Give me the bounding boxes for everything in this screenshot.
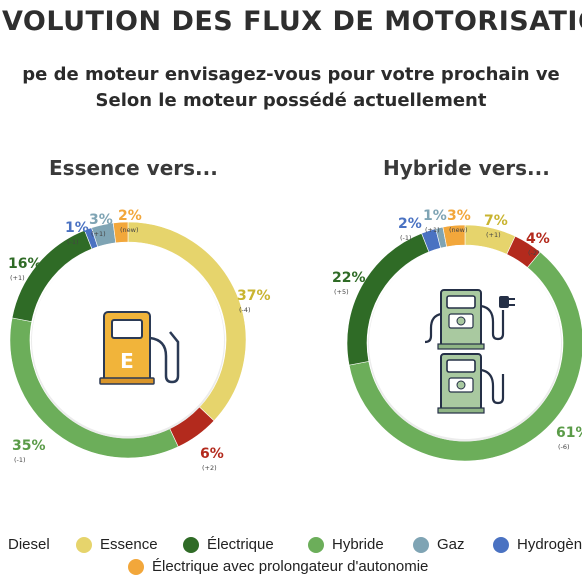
data-label-gaz: 1% (423, 208, 447, 224)
fuel-pump-letter: E (120, 349, 134, 373)
page-title-text: VOLUTION DES FLUX DE MOTORISATIO (2, 6, 582, 37)
change-label-hydrogene: (-1) (400, 234, 412, 242)
legend-item-essence: Essence (76, 536, 158, 553)
legend-swatch-hydrogene (493, 536, 509, 553)
legend-label-hydrogene: Hydrogène (517, 536, 582, 553)
legend-label-electrique: Électrique (207, 536, 274, 553)
data-label-essence-decroissance: 6% (200, 446, 224, 462)
legend-label-essence: Essence (100, 536, 158, 553)
legend-item-diesel: Diesel (8, 536, 50, 553)
change-label-hybride: (-1) (14, 456, 26, 464)
change-label-hydrogene: (-1) (67, 238, 79, 246)
data-label-electrique-avec-prolongateur-d-autonomie: 2% (118, 208, 142, 224)
subtitle-line-1: pe de moteur envisagez-vous pour votre p… (22, 64, 560, 85)
data-label-electrique-avec-prolongateur-d-autonomie: 3% (447, 208, 471, 224)
change-label-essence-decroissance: (+2) (202, 464, 217, 472)
legend-swatch-electrique (183, 536, 199, 553)
change-label-essence: (-4) (239, 306, 251, 314)
data-label-gaz: 3% (89, 212, 113, 228)
legend-item-hybride: Hybride (308, 536, 384, 553)
change-label-gaz: (+1) (91, 230, 106, 238)
slice-electrique-avec-prolongateur-d-autonomie (442, 224, 466, 248)
legend-item-electrique: Électrique (183, 536, 274, 553)
legend-label-diesel: Diesel (8, 536, 50, 553)
legend-swatch-gaz (413, 536, 429, 553)
change-label-electrique-avec-prolongateur-d-autonomie: (new) (120, 226, 139, 234)
hybrid-pump-icon (437, 353, 505, 414)
data-label-hydrogene: 1% (65, 220, 89, 236)
change-label-gaz: (+1) (425, 226, 440, 234)
legend-swatch-essence (76, 536, 92, 553)
data-label-electrique: 22% (332, 270, 366, 286)
change-label-hybride: (-6) (558, 443, 570, 451)
data-label-hybride-decroissance: 4% (526, 231, 550, 247)
legend-item-electrique-avec-prolongateur-d-autonomie: Électrique avec prolongateur d'autonomie (128, 558, 428, 575)
legend-item-hydrogene: Hydrogène (493, 536, 582, 553)
chart-title-essence: Essence vers... (49, 156, 218, 180)
page-title: VOLUTION DES FLUX DE MOTORISATIO (0, 6, 582, 42)
legend-swatch-hybride (308, 536, 324, 553)
change-label-essence: (+1) (486, 231, 501, 239)
hybrid-charger-icon (424, 289, 515, 350)
change-label-electrique: (+5) (334, 288, 349, 296)
legend-label-gaz: Gaz (437, 536, 465, 553)
data-label-essence: 7% (484, 213, 508, 229)
slice-hybride (348, 251, 582, 462)
data-label-hydrogene: 2% (398, 216, 422, 232)
change-label-electrique-avec-prolongateur-d-autonomie: (new) (449, 226, 468, 234)
data-label-essence: 37% (237, 288, 271, 304)
slice-electrique-avec-prolongateur-d-autonomie (112, 221, 129, 244)
fuel-pump-icon: E (99, 311, 180, 385)
legend-item-gaz: Gaz (413, 536, 465, 553)
data-label-hybride: 35% (12, 438, 46, 454)
legend-label-electrique-avec-prolongateur-d-autonomie: Électrique avec prolongateur d'autonomie (152, 558, 429, 575)
change-label-electrique: (+1) (10, 274, 25, 282)
legend-label-hybride: Hybride (332, 536, 384, 553)
chart-title-hybride: Hybride vers... (383, 156, 550, 180)
subtitle-line-2: Selon le moteur possédé actuellement (95, 90, 487, 111)
data-label-hybride: 61% (556, 425, 582, 441)
data-label-electrique: 16% (8, 256, 42, 272)
change-label-hybride-decroissance: (-2) (528, 249, 540, 257)
legend-swatch-electrique-avec-prolongateur-d-autonomie (128, 558, 144, 575)
legend: Diesel Essence Électrique Hybride Gaz Hydrogè… (0, 530, 582, 582)
